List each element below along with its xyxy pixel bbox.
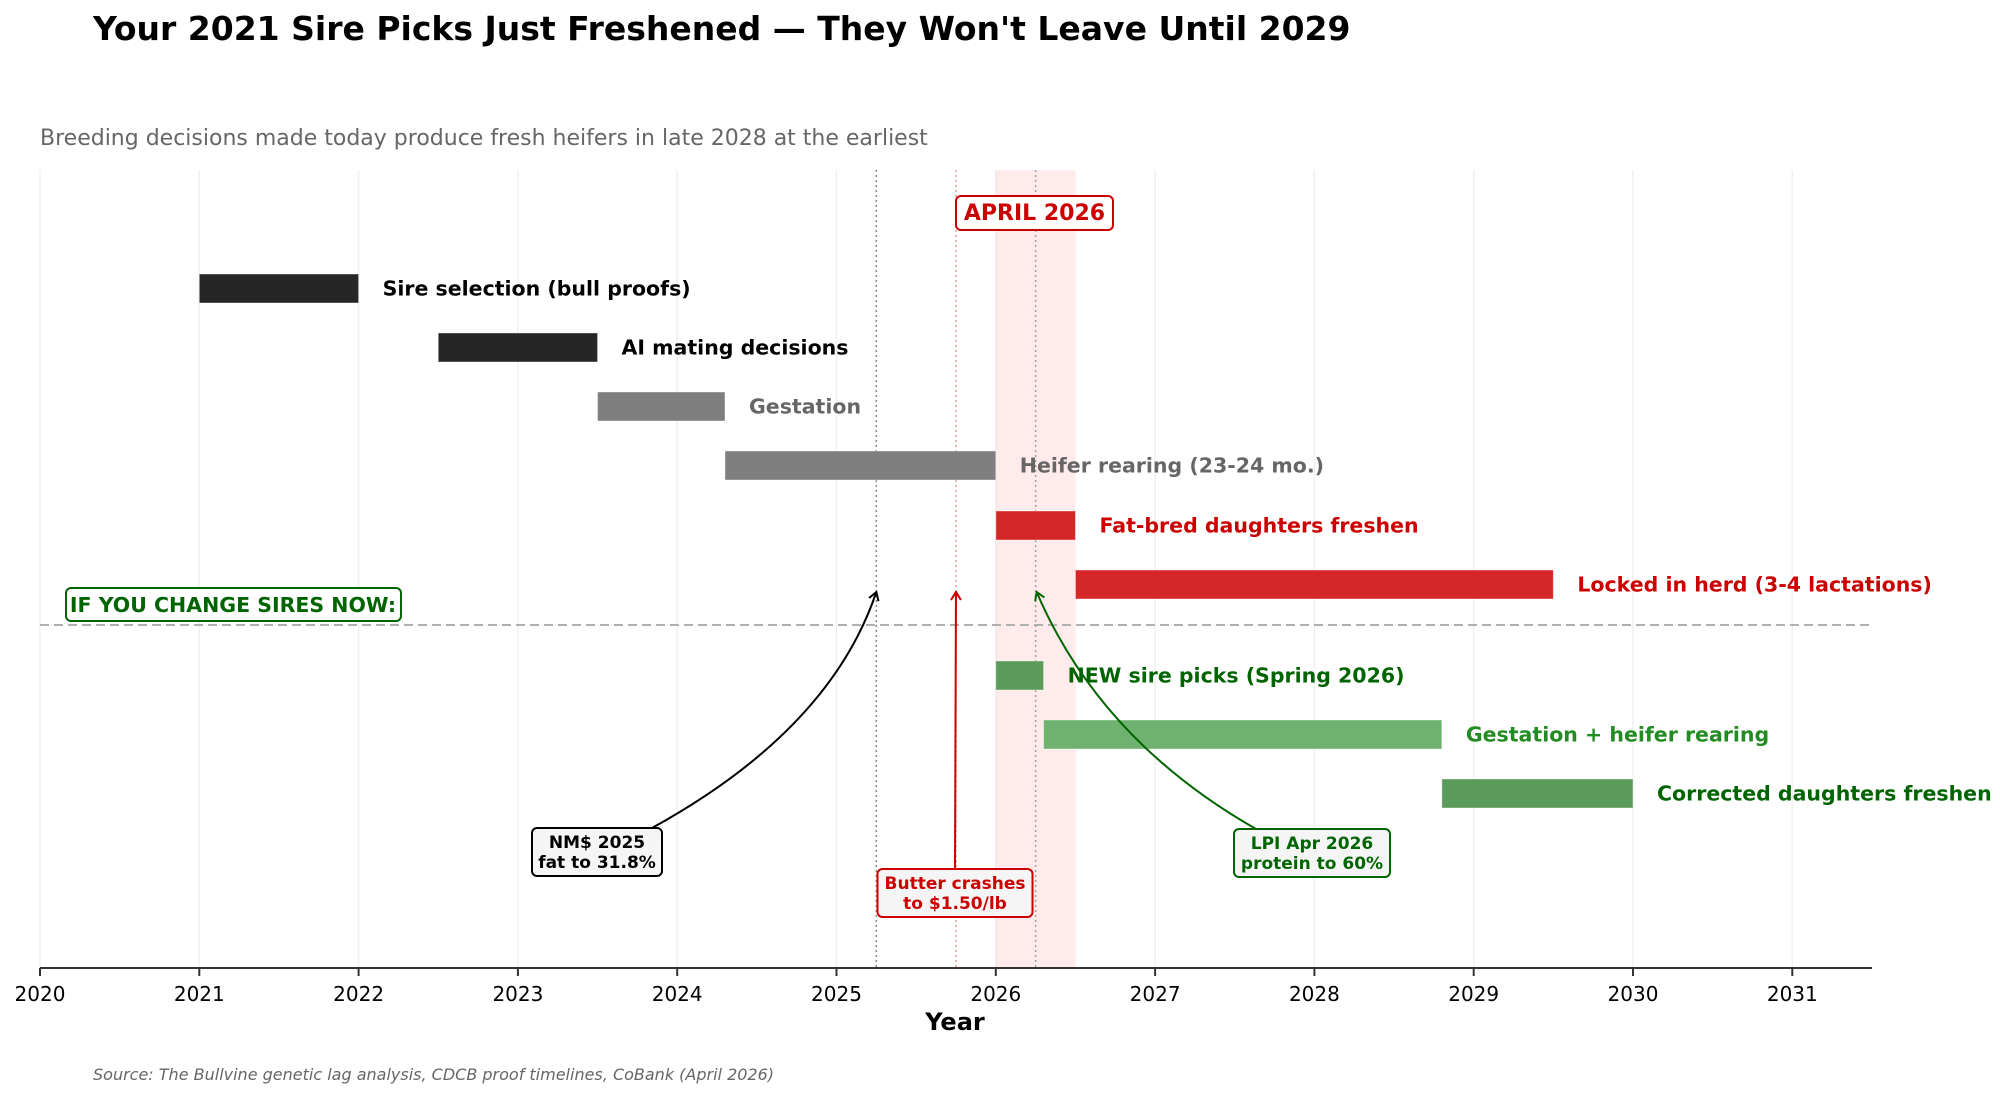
annotation-text: Butter crashes [885, 874, 1026, 894]
tick-label: 2026 [970, 982, 1021, 1006]
annotation-box-frame [876, 868, 1034, 918]
tick-label: 2023 [492, 982, 543, 1006]
bar [597, 391, 726, 422]
tick-label: 2031 [1767, 982, 1818, 1006]
tick-label: 2025 [811, 982, 862, 1006]
tick-label: 2020 [15, 982, 66, 1006]
annotation-arrow [1034, 590, 1257, 830]
annotation-text: NM$ 2025 [549, 833, 645, 853]
tick-label: 2022 [333, 982, 384, 1006]
bar [995, 660, 1045, 691]
tick-label: 2021 [174, 982, 225, 1006]
divider-label-box: IF YOU CHANGE SIRES NOW: [65, 587, 402, 622]
annotation-arrows [651, 590, 1257, 870]
tick-label: 2029 [1448, 982, 1499, 1006]
bar-label: Fat-bred daughters freshen [1099, 514, 1418, 538]
bar [995, 510, 1076, 541]
tick-label: 2027 [1130, 982, 1181, 1006]
tick-label: 2030 [1608, 982, 1659, 1006]
bar [437, 332, 599, 363]
annotation-text: LPI Apr 2026 [1251, 834, 1373, 854]
bar [724, 450, 997, 481]
annotation-box-frame [531, 827, 663, 877]
april-marker-box: APRIL 2026 [955, 195, 1114, 231]
tick-label: 2024 [652, 982, 703, 1006]
bar-label: Sire selection (bull proofs) [383, 277, 691, 301]
april-marker-label: APRIL 2026 [964, 201, 1105, 226]
bars: Sire selection (bull proofs) AI mating de… [198, 273, 1992, 809]
x-axis-label: Year [924, 1008, 985, 1036]
bar-label: Gestation + heifer rearing [1466, 723, 1769, 747]
annotation-arrow [651, 590, 880, 829]
bar [1043, 719, 1443, 750]
bar-label: AI mating decisions [622, 336, 849, 360]
bar-label: Heifer rearing (23-24 mo.) [1020, 454, 1324, 478]
annotation-arrow [950, 590, 962, 870]
annotation-box-frame [1233, 828, 1391, 878]
highlight-band [995, 170, 1076, 968]
bar [1441, 778, 1634, 809]
chart-subtitle: Breeding decisions made today produce fr… [40, 126, 928, 151]
chart-title: Your 2021 Sire Picks Just Freshened — Th… [92, 9, 1350, 48]
bar [1074, 569, 1554, 600]
source-note: Source: The Bullvine genetic lag analysi… [93, 1065, 774, 1084]
annotation-text: to $1.50/lb [903, 894, 1007, 914]
x-axis-ticks: 2020 2021 2022 2023 2024 2025 2026 2027 2028 2029… [15, 968, 1818, 1006]
annotation-text: fat to 31.8% [538, 853, 656, 873]
highlight-band-rect [995, 170, 1076, 968]
annotation-text: protein to 60% [1241, 854, 1383, 874]
bar-label: Locked in herd (3-4 lactations) [1577, 573, 1932, 597]
tick-label: 2028 [1289, 982, 1340, 1006]
bar [198, 273, 360, 304]
bar-label: Corrected daughters freshen [1657, 782, 1992, 806]
bar-label: Gestation [749, 395, 861, 419]
bar-label: NEW sire picks (Spring 2026) [1068, 664, 1405, 688]
divider-label: IF YOU CHANGE SIRES NOW: [70, 593, 396, 617]
